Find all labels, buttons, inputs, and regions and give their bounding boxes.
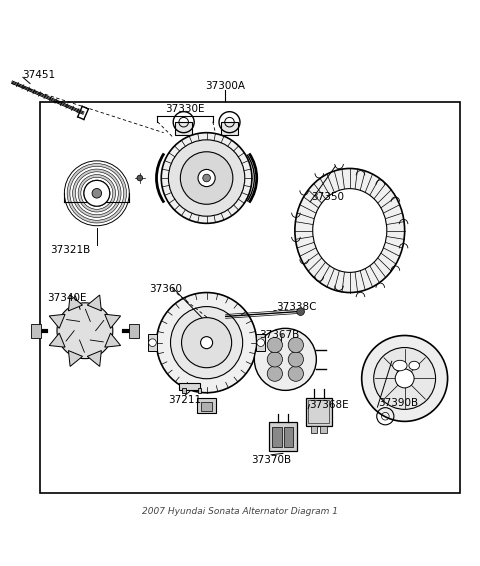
Bar: [256, 334, 265, 351]
Polygon shape: [105, 314, 120, 328]
Circle shape: [156, 293, 257, 393]
Circle shape: [198, 169, 215, 187]
Bar: [284, 427, 293, 447]
Text: 37340E: 37340E: [47, 293, 86, 303]
Circle shape: [374, 348, 435, 409]
Text: 37360: 37360: [149, 284, 182, 294]
Bar: [39, 102, 459, 493]
Circle shape: [149, 339, 156, 346]
Polygon shape: [87, 350, 101, 366]
Circle shape: [267, 351, 282, 367]
Bar: [269, 422, 297, 451]
Polygon shape: [49, 314, 65, 328]
Circle shape: [92, 188, 102, 198]
Circle shape: [267, 337, 282, 353]
Circle shape: [84, 181, 110, 206]
Circle shape: [137, 175, 143, 181]
Circle shape: [254, 328, 316, 391]
Bar: [320, 426, 327, 433]
Bar: [201, 402, 212, 411]
Bar: [175, 122, 192, 135]
Bar: [180, 383, 200, 391]
Ellipse shape: [295, 169, 405, 293]
Circle shape: [288, 351, 303, 367]
Bar: [273, 427, 282, 447]
Circle shape: [170, 307, 243, 379]
Polygon shape: [87, 295, 101, 311]
Text: 37321B: 37321B: [50, 245, 91, 255]
Wedge shape: [72, 169, 121, 217]
Circle shape: [362, 336, 447, 422]
Polygon shape: [49, 333, 65, 347]
Text: 37300A: 37300A: [205, 82, 245, 91]
Ellipse shape: [409, 361, 420, 370]
Text: 37211: 37211: [168, 395, 202, 405]
Text: 37368E: 37368E: [309, 400, 349, 410]
Bar: [311, 426, 317, 433]
Circle shape: [288, 366, 303, 381]
Circle shape: [297, 308, 304, 315]
Text: 37338C: 37338C: [276, 302, 316, 312]
Circle shape: [168, 140, 245, 216]
Circle shape: [257, 339, 264, 346]
Text: 37367B: 37367B: [259, 331, 300, 341]
Text: 37370B: 37370B: [251, 454, 291, 465]
Circle shape: [57, 303, 113, 359]
Bar: [198, 388, 201, 393]
Bar: [129, 324, 139, 338]
Circle shape: [201, 337, 213, 349]
Bar: [31, 324, 41, 338]
Circle shape: [288, 337, 303, 353]
Text: 37330E: 37330E: [166, 104, 205, 114]
Polygon shape: [69, 295, 83, 311]
Bar: [306, 397, 332, 426]
Circle shape: [395, 369, 414, 388]
Wedge shape: [84, 180, 110, 207]
Bar: [221, 122, 238, 135]
Text: 37451: 37451: [22, 70, 55, 80]
Bar: [182, 388, 186, 393]
Text: 2007 Hyundai Sonata Alternator Diagram 1: 2007 Hyundai Sonata Alternator Diagram 1: [142, 507, 338, 516]
Wedge shape: [67, 164, 127, 223]
Bar: [197, 398, 216, 413]
Polygon shape: [105, 333, 120, 347]
Polygon shape: [69, 350, 83, 366]
Ellipse shape: [312, 188, 387, 272]
Text: 37390B: 37390B: [378, 398, 419, 408]
Circle shape: [161, 132, 252, 224]
Bar: [309, 400, 329, 423]
Circle shape: [180, 152, 233, 204]
Circle shape: [267, 366, 282, 381]
Circle shape: [203, 174, 210, 182]
Circle shape: [181, 318, 232, 368]
Bar: [148, 334, 157, 351]
Ellipse shape: [393, 361, 407, 371]
Text: 37350: 37350: [312, 192, 345, 202]
Wedge shape: [78, 174, 116, 212]
